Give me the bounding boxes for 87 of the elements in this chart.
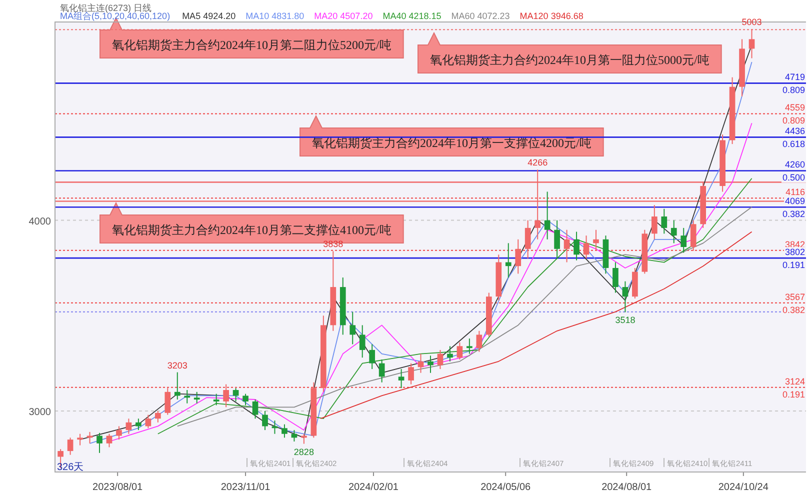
- candlestick: [369, 344, 376, 370]
- candlestick: [164, 388, 171, 416]
- candlestick: [232, 388, 239, 402]
- candlestick: [350, 311, 356, 345]
- candlestick: [116, 426, 122, 440]
- candlestick: [359, 324, 366, 358]
- candlestick: [174, 372, 180, 400]
- candlestick: [612, 262, 618, 294]
- text: MA5 4924.20: [182, 11, 236, 21]
- ref-line-label: 3567 0.382: [782, 292, 805, 315]
- candlestick: [408, 362, 414, 385]
- candlestick: [564, 229, 570, 263]
- candlestick: [252, 399, 258, 420]
- candlestick: [476, 330, 482, 352]
- ref-line-label: 3124 0.191: [782, 376, 805, 400]
- annotation: 3203: [167, 360, 188, 370]
- candlestick: [154, 410, 161, 423]
- annotation: 氧化铝期货主力合约2024年10月第一阻力位5000元/吨: [430, 53, 710, 67]
- ref-line-label: 4559 0.809: [782, 102, 805, 126]
- candlestick: [574, 231, 580, 261]
- x-tick-label: 2024/05/06: [480, 482, 532, 493]
- candlestick: [262, 410, 268, 431]
- text: MA60 4072.23: [451, 11, 510, 21]
- ref-line-label: 4116: [786, 187, 805, 198]
- candlestick: [418, 353, 424, 374]
- annotation: 4266: [528, 158, 548, 168]
- text: MA20 4507.20: [314, 11, 373, 21]
- candlestick: [466, 338, 472, 354]
- line-series: [157, 178, 752, 434]
- candlestick: [505, 242, 512, 278]
- candlestick: [96, 432, 102, 454]
- candlestick: [223, 384, 229, 408]
- text: MA10 4831.80: [246, 11, 304, 21]
- candlestick: [184, 390, 190, 404]
- candlestick: [398, 368, 404, 389]
- legend-title: MA组合(5,10,20,40,60,120): [60, 11, 170, 21]
- candlestick: [106, 433, 112, 448]
- ref-line-label: 4719 0.809: [782, 72, 805, 96]
- candlestick: [126, 418, 132, 434]
- candlestick: [447, 346, 453, 362]
- text: MA40 4218.15: [382, 11, 442, 21]
- x-tick-label: 2023/08/01: [92, 482, 144, 493]
- candlestick: [690, 220, 696, 252]
- candlestick: [437, 349, 444, 370]
- x-tick-label: 2023/11/01: [220, 482, 271, 493]
- candlestick: [554, 220, 560, 259]
- candlestick: [670, 220, 677, 244]
- ref-line-label: 4436 0.618: [782, 126, 805, 150]
- annotation: 氧化铝期货主力合约2024年10月第二支撑位4100元/吨: [112, 223, 392, 237]
- candlestick: [515, 238, 522, 274]
- candlestick: [524, 220, 531, 259]
- candlestick: [544, 191, 550, 240]
- ref-line-label: 3802 0.191: [782, 247, 805, 270]
- annotation: 氧化铝期货主力合约2024年10月第一支撑位4200元/吨: [312, 136, 592, 150]
- candlestick: [77, 433, 83, 446]
- ref-line-label: 4069 0.382: [782, 196, 805, 220]
- candlestick: [661, 208, 668, 234]
- x-tick-label: 2024/08/01: [602, 482, 652, 493]
- x-tick-label: 2024/02/01: [348, 482, 399, 493]
- x-tick-label: 2024/10/24: [718, 482, 769, 493]
- candlestick: [428, 355, 434, 374]
- candlestick: [622, 280, 628, 313]
- y-tick-label: 3000: [28, 406, 52, 418]
- candlestick: [583, 235, 590, 259]
- candlestick: [242, 393, 248, 406]
- ref-line-label: 3842: [784, 239, 805, 250]
- candlestick: [651, 204, 658, 240]
- candlestick: [272, 420, 278, 434]
- text: MA120 3946.68: [520, 11, 584, 21]
- candlestick: [378, 359, 385, 383]
- annotation: 5003: [742, 17, 762, 28]
- candlestick: [136, 418, 142, 431]
- chart-title: 氧化铝主连(6273) 日线: [60, 3, 152, 13]
- ref-line-label: 4260 0.500: [782, 160, 805, 183]
- candlestick: [680, 227, 687, 254]
- candlestick: [145, 414, 152, 429]
- candlestick: [456, 342, 463, 360]
- candlestick: [593, 229, 599, 252]
- candlestick: [67, 437, 74, 456]
- annotation: 3518: [615, 315, 636, 326]
- candlestick: [282, 424, 288, 438]
- annotation: 326天: [57, 462, 84, 473]
- annotation: 2828: [294, 446, 314, 457]
- candlestick: [213, 393, 220, 406]
- annotation: 氧化铝期货主力合约2024年10月第二阻力位5200元/吨: [112, 38, 392, 52]
- y-tick-label: 4000: [28, 216, 52, 228]
- candlestick: [194, 391, 200, 404]
